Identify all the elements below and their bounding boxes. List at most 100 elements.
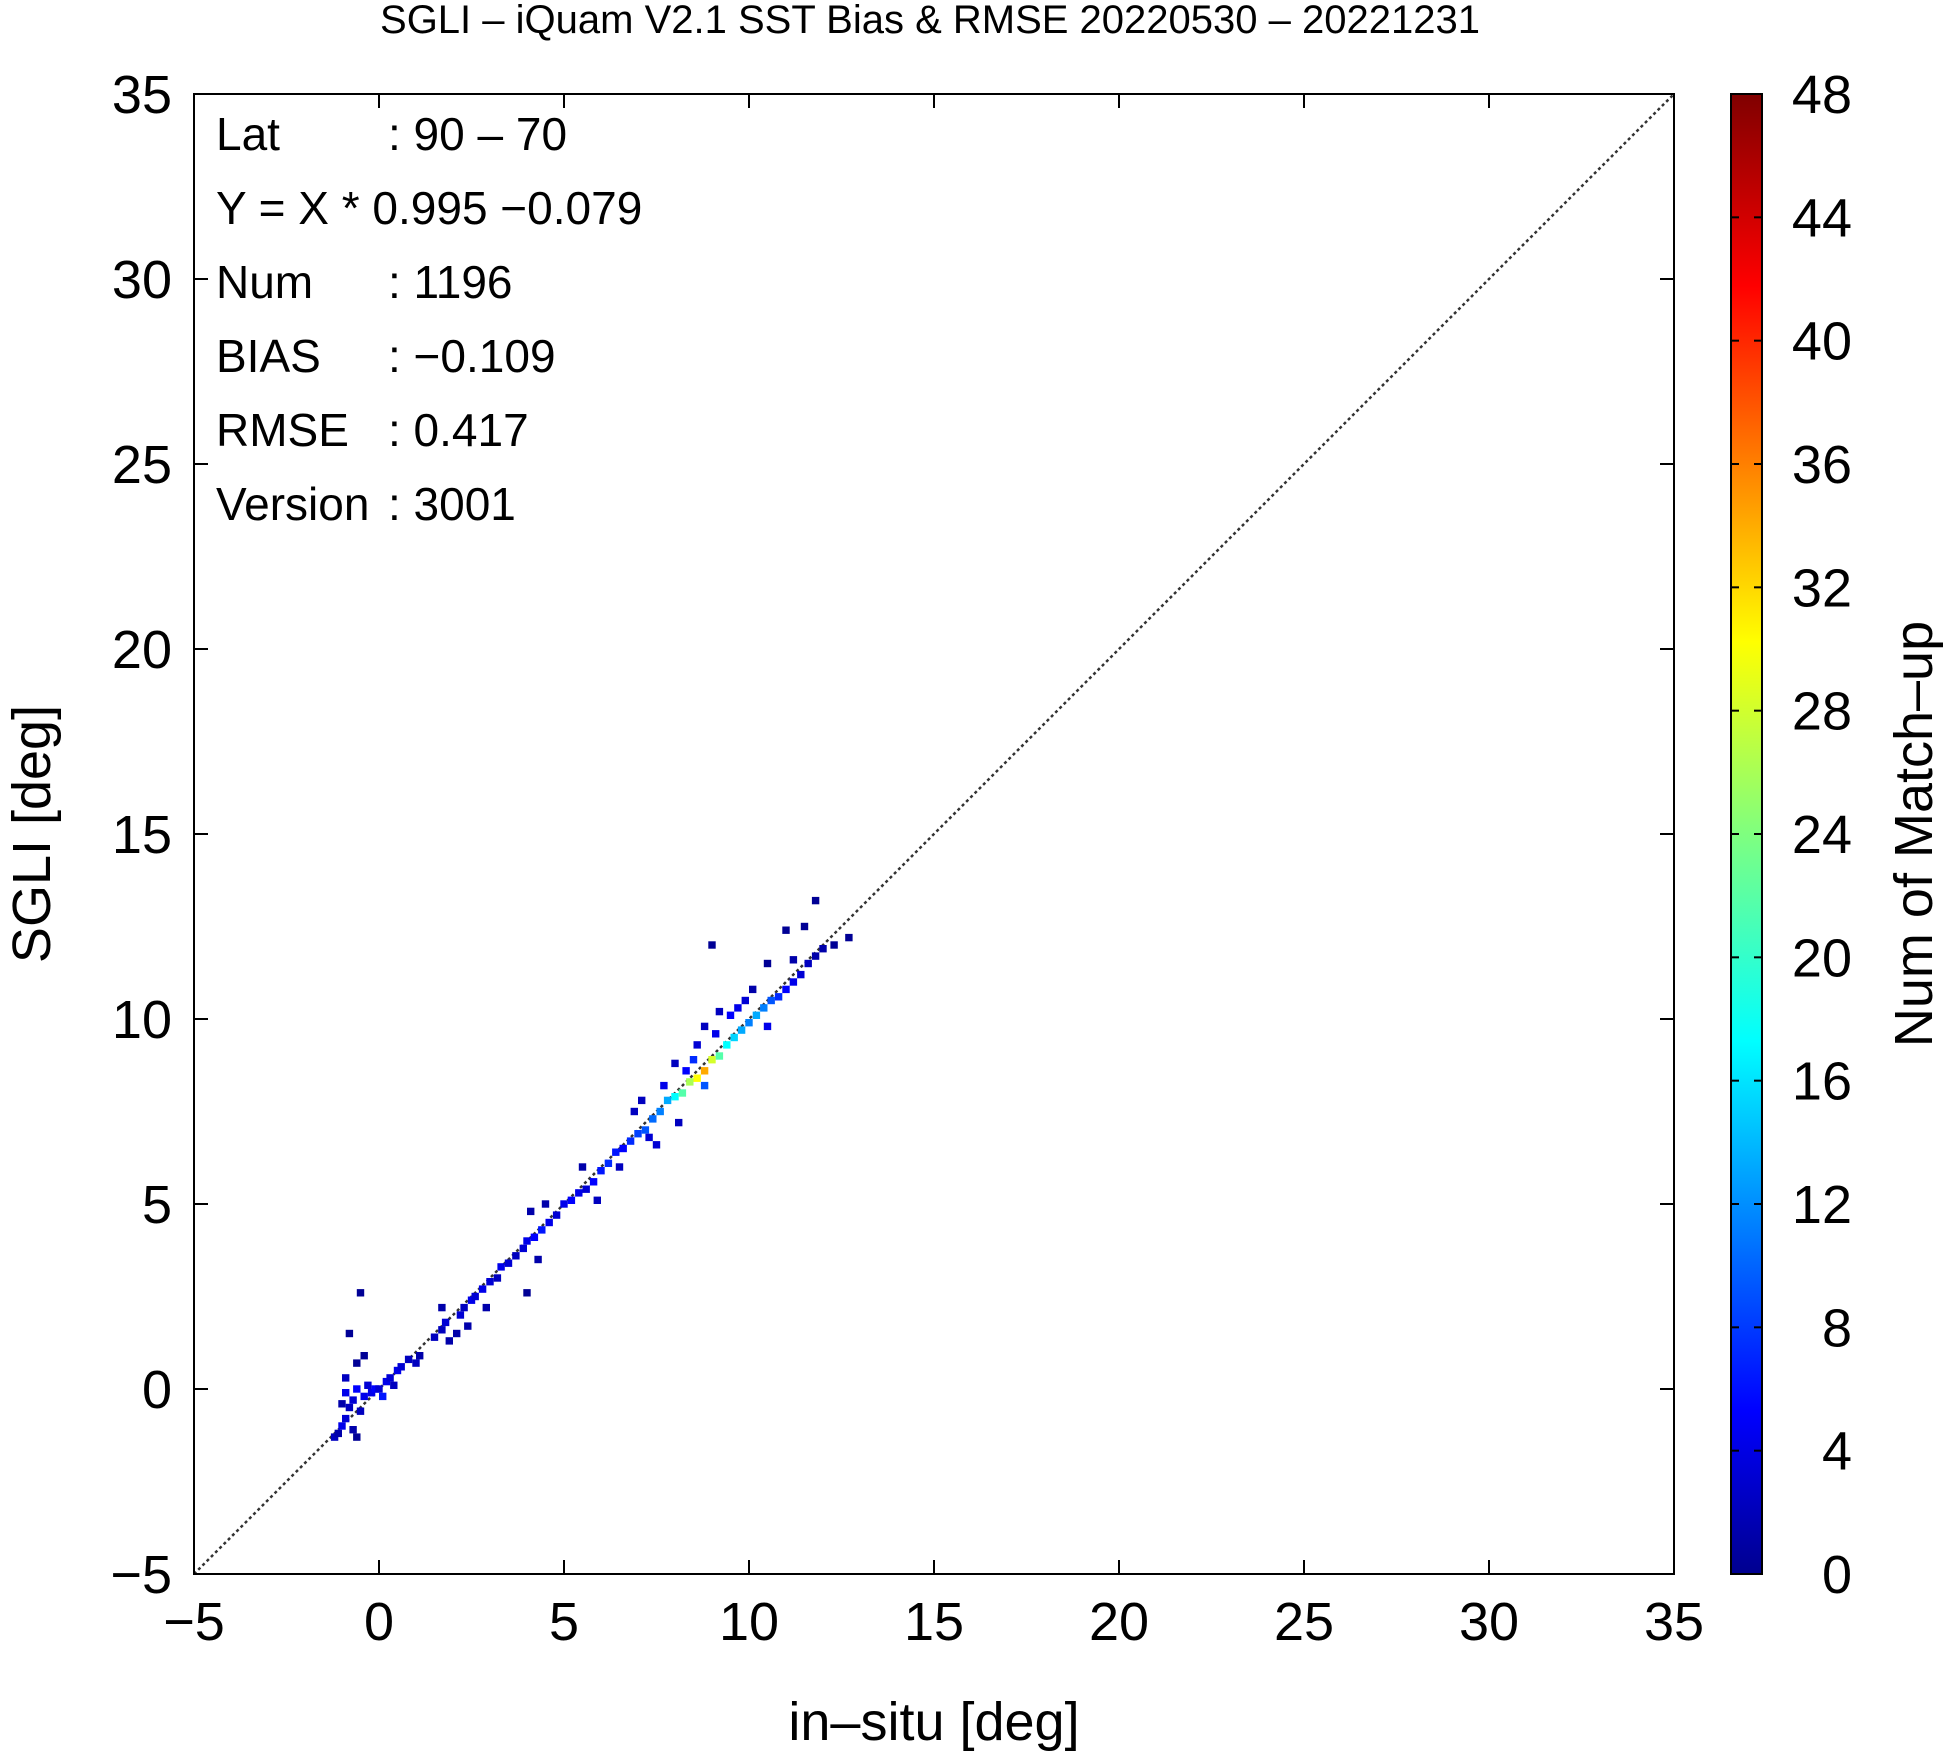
heatmap-cell (345, 1329, 354, 1338)
heatmap-cell (789, 956, 798, 964)
heatmap-cell (460, 1303, 468, 1312)
y-tick-label: 10 (112, 990, 172, 1050)
stat-label: Version (216, 478, 369, 530)
x-tick-label: 20 (1089, 1592, 1149, 1652)
heatmap-cell (386, 1374, 394, 1382)
heatmap-cell (345, 1403, 354, 1412)
heatmap-cell (737, 1026, 746, 1034)
heatmap-cell (412, 1359, 420, 1367)
heatmap-cell (811, 896, 820, 905)
colorbar-tick-label: 32 (1792, 558, 1852, 618)
colorbar-tick-label: 24 (1792, 805, 1852, 865)
plot-area (193, 93, 1675, 1575)
heatmap-cell (349, 1396, 357, 1404)
colorbar-tick-label: 36 (1792, 435, 1852, 495)
heatmap-cell (356, 1289, 365, 1297)
heatmap-cell (726, 1011, 735, 1019)
x-tick-label: 0 (364, 1592, 394, 1652)
heatmap-cell (438, 1303, 446, 1312)
heatmap-cell (708, 1056, 716, 1064)
heatmap-cell (379, 1392, 387, 1401)
heatmap-cell (589, 1178, 598, 1186)
heatmap-cell (538, 1226, 546, 1234)
heatmap-cell (364, 1381, 372, 1389)
x-tick-label: 25 (1274, 1592, 1334, 1652)
stat-value: : 90 – 70 (388, 108, 567, 160)
heatmap-cell (671, 1093, 679, 1101)
heatmap-cell (353, 1359, 361, 1367)
heatmap-cell (438, 1326, 446, 1334)
heatmap-cell (734, 1004, 742, 1012)
heatmap-cell (763, 959, 772, 968)
heatmap-cell (645, 1133, 653, 1142)
y-tick-label: 0 (142, 1360, 172, 1420)
x-tick-label: 5 (549, 1592, 579, 1652)
heatmap-cell (397, 1363, 405, 1371)
y-tick-label: 20 (112, 620, 172, 680)
y-tick-label: 15 (112, 805, 172, 865)
heatmap-cell (360, 1352, 368, 1360)
heatmap-cell (700, 1081, 709, 1090)
heatmap-cell (441, 1318, 450, 1327)
heatmap-cell (360, 1392, 368, 1401)
heatmap-cell (745, 1019, 753, 1027)
heatmap-cell (678, 1089, 687, 1097)
colorbar-tick-label: 48 (1792, 65, 1852, 125)
heatmap-cell (656, 1107, 664, 1116)
colorbar-tick-label: 12 (1792, 1175, 1852, 1235)
y-tick-label: 35 (112, 65, 172, 125)
heatmap-cell (804, 959, 812, 968)
heatmap-cell (689, 1056, 698, 1064)
chart-title: SGLI – iQuam V2.1 SST Bias & RMSE 202205… (380, 0, 1480, 42)
colorbar-tick-label: 20 (1792, 928, 1852, 988)
x-tick-label: 30 (1459, 1592, 1519, 1652)
heatmap-cell (445, 1337, 453, 1345)
colorbar-tick-label: 28 (1792, 682, 1852, 742)
heatmap-cell (367, 1389, 376, 1397)
heatmap-cell (342, 1414, 350, 1423)
colorbar-tick-label: 40 (1792, 312, 1852, 372)
heatmap-cell (700, 1022, 709, 1031)
stat-label: RMSE (216, 404, 349, 456)
heatmap-cell (730, 1033, 738, 1042)
heatmap-cell (741, 996, 749, 1005)
heatmap-cell (811, 952, 820, 960)
y-axis: −5 0 5 10 15 20 25 30 35 (110, 65, 1674, 1605)
heatmap-cell (530, 1233, 539, 1241)
heatmap-cell (723, 1041, 731, 1049)
x-axis: −5 0 5 10 15 20 25 30 35 (163, 94, 1704, 1652)
stat-value: : 1196 (388, 256, 512, 308)
heatmap-cell (353, 1385, 361, 1393)
heatmap-cell (567, 1196, 576, 1204)
heatmap-cell (353, 1433, 361, 1441)
heatmap-cell (552, 1211, 561, 1219)
heatmap-cell (493, 1274, 502, 1282)
heatmap-cell (686, 1078, 694, 1086)
heatmap-cell (497, 1263, 505, 1271)
heatmap-cell (560, 1200, 568, 1208)
heatmap-cell (578, 1163, 587, 1171)
x-tick-label: −5 (163, 1592, 225, 1652)
heatmap-cell (660, 1081, 668, 1090)
heatmap-cell (593, 1196, 601, 1204)
heatmap-cell (700, 1067, 709, 1075)
heatmap-cell (342, 1389, 350, 1397)
y-axis-label: SGLI [deg] (2, 705, 62, 963)
x-tick-label: 35 (1644, 1592, 1704, 1652)
heatmap-cell (416, 1352, 424, 1360)
heatmap-cell (797, 970, 805, 979)
heatmap-cell (715, 1007, 724, 1016)
heatmap-cell (649, 1115, 657, 1123)
heatmap-cell (527, 1207, 535, 1216)
y-tick-label: 25 (112, 435, 172, 495)
heatmap-cell (830, 941, 838, 949)
stat-value: : 3001 (388, 478, 516, 530)
heatmap-cell (330, 1433, 339, 1441)
heatmap-cell (641, 1126, 650, 1134)
heatmap-cell (682, 1067, 690, 1075)
heatmap-cell (715, 1052, 724, 1060)
heatmap-cell (453, 1329, 461, 1338)
